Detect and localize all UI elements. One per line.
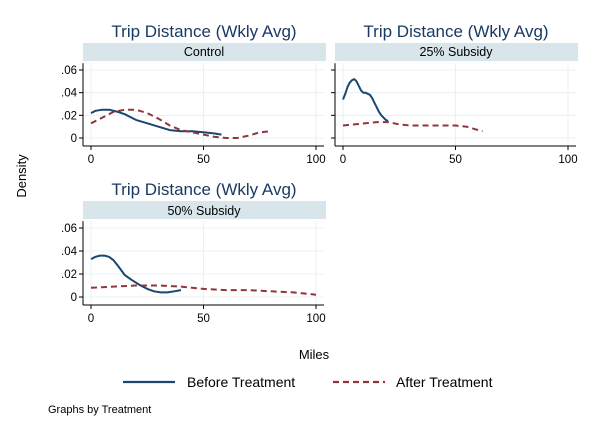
y-tick-label-1: .02 <box>61 110 77 122</box>
y-tick-label-1: .02 <box>61 269 77 281</box>
x-tick-label-1: 50 <box>449 154 462 166</box>
y-tick-label-3: .06 <box>61 65 77 77</box>
panel-title-control: Trip Distance (Wkly Avg) <box>111 22 296 41</box>
panel-title-25-subsidy: Trip Distance (Wkly Avg) <box>363 22 548 41</box>
series-line-after-treatment <box>342 121 483 133</box>
x-tick-label-0: 0 <box>88 154 94 166</box>
legend-label-after-treatment: After Treatment <box>396 374 493 390</box>
grid-control <box>83 63 324 146</box>
y-tick-label-0: 0 <box>71 292 77 304</box>
x-tick-label-1: 50 <box>197 154 210 166</box>
x-tick-label-0: 0 <box>340 154 346 166</box>
series-25-subsidy <box>342 78 483 133</box>
y-tick-label-0: 0 <box>71 133 77 145</box>
x-tick-label-2: 100 <box>558 154 577 166</box>
x-tick-label-1: 50 <box>197 313 210 325</box>
graphs-by-note: Graphs by Treatment <box>48 404 151 416</box>
series-control <box>90 108 272 139</box>
y-axis-title: Density <box>14 154 29 198</box>
panel-25-subsidy: Trip Distance (Wkly Avg) 25% Subsidy 0 50… <box>331 22 578 166</box>
x-tick-label-2: 100 <box>306 313 325 325</box>
panel-title-50-subsidy: Trip Distance (Wkly Avg) <box>111 180 296 199</box>
x-axis-title: Miles <box>299 347 330 362</box>
grid-50-subsidy <box>83 221 324 305</box>
y-tick-label-2: .04 <box>61 246 78 258</box>
x-tick-label-2: 100 <box>306 154 325 166</box>
series-50-subsidy <box>90 254 317 296</box>
panel-control: Trip Distance (Wkly Avg) Control 0 .02 .04… <box>61 22 326 166</box>
series-line-after-treatment <box>90 284 317 296</box>
strip-background-50-subsidy <box>83 201 326 219</box>
x-axis-25-subsidy: 0 50 100 <box>335 145 578 166</box>
series-line-before-treatment <box>342 78 389 122</box>
strip-label-50-subsidy: 50% Subsidy <box>168 204 242 218</box>
y-axis-50-subsidy: 0 .02 .04 .06 <box>61 221 84 305</box>
y-tick-label-3: .06 <box>61 223 77 235</box>
x-axis-control: 0 50 100 <box>83 145 326 166</box>
panel-50-subsidy: Trip Distance (Wkly Avg) 50% Subsidy 0 .0… <box>61 180 326 325</box>
strip-background-control <box>83 43 326 61</box>
legend: Before Treatment After Treatment <box>123 374 493 390</box>
x-axis-50-subsidy: 0 50 100 <box>83 304 326 325</box>
strip-label-25-subsidy: 25% Subsidy <box>420 45 494 59</box>
series-line-before-treatment <box>90 108 222 136</box>
y-axis-25-subsidy <box>331 63 336 146</box>
series-line-before-treatment <box>90 254 182 294</box>
legend-label-before-treatment: Before Treatment <box>187 374 295 390</box>
grid-25-subsidy <box>335 63 576 146</box>
strip-label-control: Control <box>184 45 224 59</box>
series-line-after-treatment <box>90 108 272 139</box>
y-tick-label-2: .04 <box>61 88 78 100</box>
strip-background-25-subsidy <box>335 43 578 61</box>
x-tick-label-0: 0 <box>88 313 94 325</box>
y-axis-control: 0 .02 .04 .06 <box>61 63 84 146</box>
